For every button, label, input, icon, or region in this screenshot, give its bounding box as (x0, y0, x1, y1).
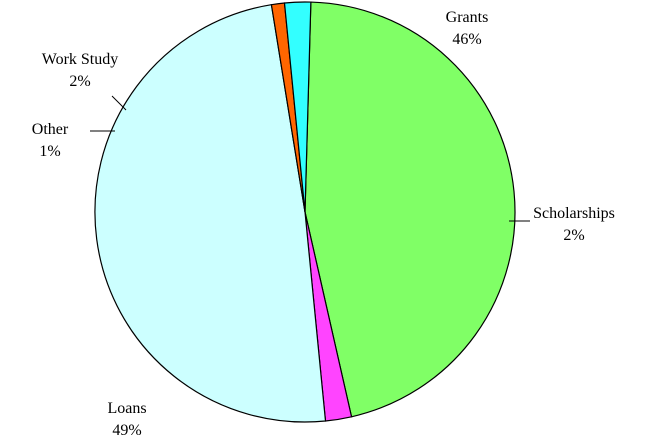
slice-labels: Grants 46% Scholarships 2% Loans 49% Other 1% Wo… (32, 9, 615, 439)
slice-work-study (283, 1, 312, 213)
slice-value-grants: 46% (452, 31, 481, 48)
slice-label-work-study: Work Study (42, 51, 119, 68)
slice-value-loans: 49% (112, 422, 141, 439)
slice-loans (94, 4, 327, 423)
slice-label-loans: Loans (107, 400, 146, 417)
slice-grants (304, 1, 516, 418)
slice-value-other: 1% (39, 143, 60, 160)
slice-label-scholarships: Scholarships (533, 205, 615, 222)
leader-lines (90, 95, 530, 222)
slice-value-scholarships: 2% (563, 227, 584, 244)
pie-slices (94, 1, 516, 423)
leader-line-work-study (111, 95, 127, 111)
slice-label-other: Other (32, 121, 69, 138)
slice-value-work-study: 2% (69, 73, 90, 90)
slice-label-grants: Grants (446, 9, 489, 26)
